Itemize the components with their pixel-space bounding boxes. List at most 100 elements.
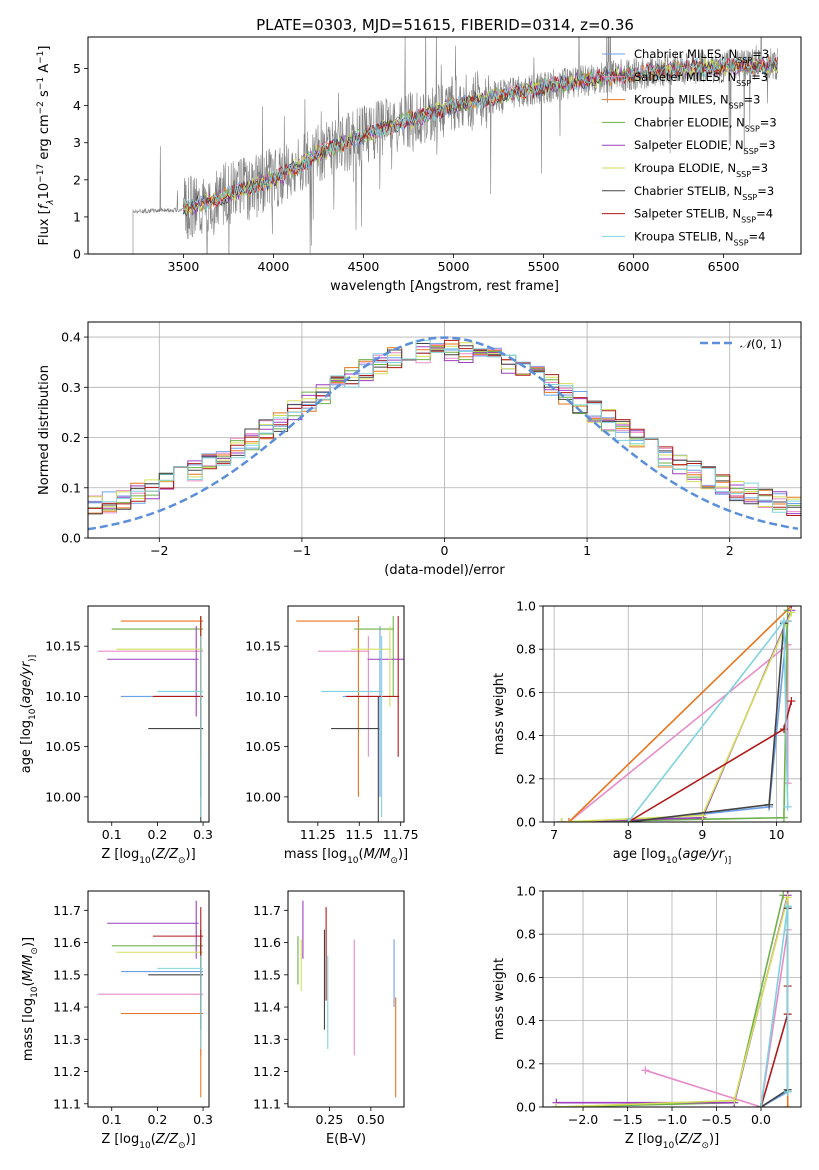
model-spectrum-kroupa_stelib [183,57,778,212]
legend-n: =3 [757,184,774,198]
y-axis-label-part: ] [37,46,52,51]
y-axis-label-part: age [log [19,720,34,773]
plot-area [296,616,404,822]
tick-label-y: 10.15 [45,639,81,654]
legend-n: =3 [752,47,769,61]
x-axis-label-part: 10 [666,856,678,866]
legend-n: =3 [744,93,761,107]
tick-label-y: 1 [73,209,81,224]
legend-label-chabrier_stelib: Chabrier STELIB, NSSP=3 [634,184,774,202]
panel-residuals: −2 −1 0 1 2 0.0 0.1 0.2 0.3 0.4 (data-model)/error… [37,321,802,578]
weight-marker-kroupa_elodie [552,1103,561,1107]
plot-area [132,37,778,254]
weight-line-salpeter_miles [568,643,789,822]
x-axis-label-part: ( [674,1132,679,1147]
x-axis-label: Z [log10(Z/Z⊙)] [101,1132,195,1151]
tick-label-x: −1 [293,543,311,558]
legend-subscript: SSP [742,192,757,201]
weight-marker-kroupa_miles [564,818,573,822]
weight-marker-chabrier_stelib [765,800,774,809]
tick-label-x: 11.75 [383,827,419,842]
weight-marker-kroupa_stelib [783,1087,792,1096]
legend-text: Kroupa ELODIE, N [634,161,736,175]
y-axis-label-part: )] [28,655,38,662]
x-axis-label-part: ( [151,847,156,862]
panel-spectrum: 3500 4000 4500 5000 5500 6000 6500 0 1 2 3 4 5 wavele… [36,36,802,294]
tick-label-x: 0.3 [193,827,213,842]
tick-label-y: 0.0 [516,1100,536,1115]
tick-label-x: 0.1 [102,1112,122,1127]
tick-label-y: 11.3 [53,1032,81,1047]
tick-label-y: 0.1 [61,480,81,495]
x-axis-label-part: age/yr [683,847,726,862]
y-axis-label-part: ⊙ [30,947,40,955]
x-axis-label-part: ( [151,1132,156,1147]
weight-marker-salpeter_stelib [787,697,796,706]
tick-label-x: 2 [726,543,734,558]
y-axis-label: Normed distribution [37,365,52,495]
plot-area [297,900,397,1098]
tick-label-y: 11.6 [253,935,281,950]
tick-label-y: 11.7 [53,903,81,918]
tick-label-y: 0.4 [516,1013,536,1028]
x-axis-label-part: ( [677,847,682,862]
axes-frame [87,321,802,539]
weight-marker-salpeter_miles [641,1066,650,1075]
gaussian-reference-line [88,336,799,531]
legend-text: Chabrier ELODIE, N [634,115,745,129]
tick-label-y: 11.1 [253,1096,281,1111]
x-axis-label-part: )] [724,856,731,866]
axes-frame [287,890,405,1108]
tick-label-y: 0 [73,247,81,262]
tick-label-y: 10.15 [245,639,281,654]
tick-label-x: 3500 [168,259,200,274]
x-axis-label-part: 10 [139,856,151,866]
tick-label-y: 10.00 [45,789,81,804]
weight-line-kroupa_miles [568,606,792,822]
y-axis-label-part: Flux [ [37,209,52,245]
y-axis-label-part: M/M [21,955,36,982]
tick-label-y: 10.05 [245,739,281,754]
tick-label-x: 6500 [708,259,740,274]
x-axis-label: Z [log10(Z/Z⊙)] [101,847,195,866]
weight-marker-kroupa_stelib [783,902,792,911]
tick-label-x: 8 [624,827,632,842]
weight-marker-chabrier_elodie [779,813,788,822]
y-axis-label-part: ( [19,703,34,708]
tick-label-x: 0 [441,543,449,558]
legend-n: =3 [751,70,768,84]
legend-subscript: SSP [745,124,760,133]
model-spectrum-kroupa_elodie [183,56,778,215]
tick-label-y: 10.10 [45,689,81,704]
legend-label-gaussian: 𝒩(0, 1) [740,337,782,351]
legend-label-salpeter_elodie: Salpeter ELODIE, NSSP=3 [634,138,776,156]
tick-label-x: 0.1 [102,827,122,842]
x-axis-label-part: mass [log [284,847,347,862]
y-axis-label: Flux [fλ10−17 erg cm−2 s−1 A−1] [36,46,56,246]
legend-label-salpeter_stelib: Salpeter STELIB, NSSP=4 [634,207,773,225]
tick-label-x: 1 [583,543,591,558]
x-axis-label-part: Z [log [101,847,139,862]
tick-label-y: 11.5 [253,967,281,982]
x-axis-label-part: ⊙ [178,1141,186,1151]
y-axis-label-part: −1 [36,51,46,64]
tick-label-y: 11.7 [253,903,281,918]
x-axis-label-part: Z/Z [678,1132,702,1147]
y-axis-label-part: )] [21,937,36,947]
tick-label-y: 11.3 [253,1032,281,1047]
x-axis-label-part: )] [186,1132,196,1147]
y-axis-label: age [log10(age/yr)] [19,655,38,773]
legend-text: Salpeter ELODIE, N [634,138,744,152]
panel-mass_vs_ebv: 0.25 0.50 11.1 11.2 11.3 11.4 11.5 11.6 11.7 E(B-… [253,890,405,1147]
legend-text: Salpeter MILES, N [634,70,736,84]
y-axis-label-part: erg cm [37,114,52,163]
tick-label-x: −1.5 [612,1112,642,1127]
tick-label-y: 0.2 [516,1056,536,1071]
tick-label-x: 0.50 [357,1112,385,1127]
x-axis-label: mass [log10(M/M⊙)] [284,847,408,866]
legend-text: Kroupa MILES, N [634,93,729,107]
y-axis-label-part: age/yr [19,660,34,703]
weight-marker-kroupa_miles [783,1103,792,1107]
